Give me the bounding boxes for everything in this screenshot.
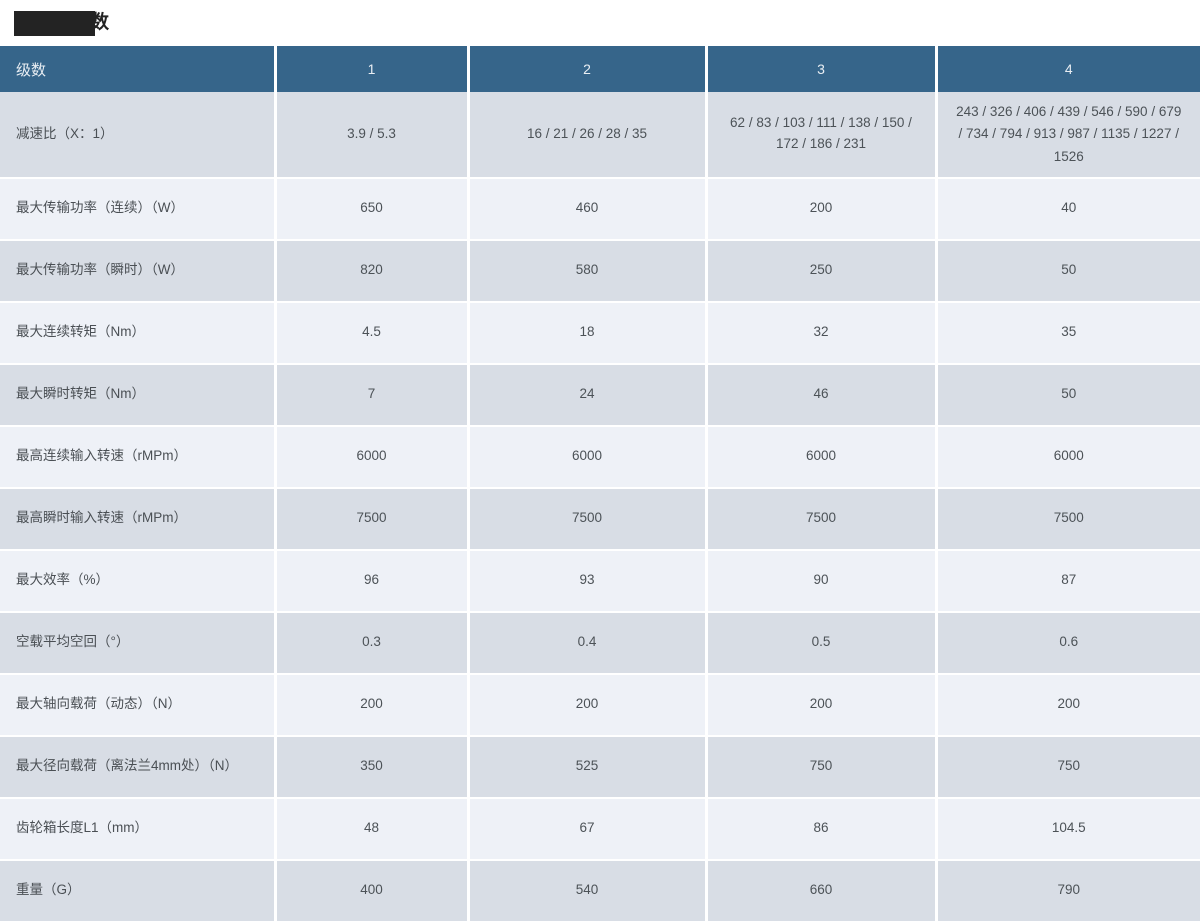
row-value-stage-4: 790	[936, 859, 1200, 923]
column-header-stage-2: 2	[468, 46, 708, 92]
title-redaction-bar	[14, 11, 95, 36]
table-row: 齿轮箱长度L1（mm） 48 67 86 104.5	[0, 797, 1200, 861]
table-row: 最大传输功率（连续）（W） 650 460 200 40	[0, 177, 1200, 241]
row-value-stage-3: 200	[706, 177, 938, 241]
table-row: 最大连续转矩（Nm） 4.5 18 32 35	[0, 301, 1200, 365]
row-label: 空载平均空回（°）	[0, 611, 277, 675]
row-value-stage-4: 104.5	[936, 797, 1200, 861]
row-value-stage-2: 6000	[468, 425, 708, 489]
row-value-stage-2: 540	[468, 859, 708, 923]
row-label: 最大传输功率（连续）（W）	[0, 177, 277, 241]
row-value-stage-3: 46	[706, 363, 938, 427]
row-value-stage-4: 40	[936, 177, 1200, 241]
row-value-stage-1: 650	[275, 177, 470, 241]
row-value-stage-3: 32	[706, 301, 938, 365]
specification-table: 级数 1 2 3 4 减速比（X：1） 3.9 / 5.3 16 / 21 / …	[0, 46, 1200, 923]
row-value-stage-1: 7500	[275, 487, 470, 551]
row-value-stage-2: 7500	[468, 487, 708, 551]
table-body: 减速比（X：1） 3.9 / 5.3 16 / 21 / 26 / 28 / 3…	[0, 92, 1200, 923]
row-value-stage-4: 50	[936, 239, 1200, 303]
row-value-stage-2: 67	[468, 797, 708, 861]
column-header-stage-1: 1	[275, 46, 470, 92]
row-value-stage-2: 525	[468, 735, 708, 799]
row-value-stage-4: 0.6	[936, 611, 1200, 675]
row-value-stage-3: 250	[706, 239, 938, 303]
row-value-stage-2: 24	[468, 363, 708, 427]
row-value-stage-4: 87	[936, 549, 1200, 613]
row-label: 最大轴向载荷（动态）（N）	[0, 673, 277, 737]
row-value-stage-2: 93	[468, 549, 708, 613]
column-header-stage-label: 级数	[0, 46, 277, 92]
page-title-area: 减速机参数	[0, 0, 1200, 46]
row-value-stage-3: 200	[706, 673, 938, 737]
row-label: 最高瞬时输入转速（rMPm）	[0, 487, 277, 551]
table-row: 最高瞬时输入转速（rMPm） 7500 7500 7500 7500	[0, 487, 1200, 551]
row-value-stage-1: 48	[275, 797, 470, 861]
row-label: 最大径向载荷（离法兰4mm处）（N）	[0, 735, 277, 799]
table-row: 最大传输功率（瞬时）（W） 820 580 250 50	[0, 239, 1200, 303]
column-header-stage-4: 4	[936, 46, 1200, 92]
row-label: 最高连续输入转速（rMPm）	[0, 425, 277, 489]
row-value-stage-3: 0.5	[706, 611, 938, 675]
table-row: 减速比（X：1） 3.9 / 5.3 16 / 21 / 26 / 28 / 3…	[0, 92, 1200, 179]
row-label: 减速比（X：1）	[0, 92, 277, 179]
table-row: 最大效率（%） 96 93 90 87	[0, 549, 1200, 613]
row-value-stage-3: 62 / 83 / 103 / 111 / 138 / 150 / 172 / …	[706, 92, 938, 179]
row-value-stage-2: 200	[468, 673, 708, 737]
row-value-stage-3: 660	[706, 859, 938, 923]
row-value-stage-1: 820	[275, 239, 470, 303]
row-value-stage-1: 350	[275, 735, 470, 799]
row-value-stage-3: 86	[706, 797, 938, 861]
row-value-stage-4: 6000	[936, 425, 1200, 489]
row-label: 重量（G）	[0, 859, 277, 923]
row-label: 最大瞬时转矩（Nm）	[0, 363, 277, 427]
row-value-stage-1: 200	[275, 673, 470, 737]
row-value-stage-1: 3.9 / 5.3	[275, 92, 470, 179]
table-row: 最高连续输入转速（rMPm） 6000 6000 6000 6000	[0, 425, 1200, 489]
row-value-stage-2: 18	[468, 301, 708, 365]
row-value-stage-3: 6000	[706, 425, 938, 489]
row-label: 最大效率（%）	[0, 549, 277, 613]
table-row: 最大径向载荷（离法兰4mm处）（N） 350 525 750 750	[0, 735, 1200, 799]
row-value-stage-3: 7500	[706, 487, 938, 551]
row-value-stage-3: 750	[706, 735, 938, 799]
row-value-stage-4: 200	[936, 673, 1200, 737]
column-header-stage-3: 3	[706, 46, 938, 92]
row-value-stage-2: 580	[468, 239, 708, 303]
row-value-stage-4: 243 / 326 / 406 / 439 / 546 / 590 / 679 …	[936, 92, 1200, 179]
row-value-stage-4: 35	[936, 301, 1200, 365]
table-row: 空载平均空回（°） 0.3 0.4 0.5 0.6	[0, 611, 1200, 675]
table-header: 级数 1 2 3 4	[0, 46, 1200, 92]
row-value-stage-2: 460	[468, 177, 708, 241]
row-value-stage-4: 750	[936, 735, 1200, 799]
table-row: 重量（G） 400 540 660 790	[0, 859, 1200, 923]
row-value-stage-1: 96	[275, 549, 470, 613]
table-row: 最大轴向载荷（动态）（N） 200 200 200 200	[0, 673, 1200, 737]
table-header-row: 级数 1 2 3 4	[0, 46, 1200, 92]
row-value-stage-2: 16 / 21 / 26 / 28 / 35	[468, 92, 708, 179]
row-value-stage-1: 4.5	[275, 301, 470, 365]
row-value-stage-2: 0.4	[468, 611, 708, 675]
row-value-stage-4: 50	[936, 363, 1200, 427]
row-value-stage-1: 6000	[275, 425, 470, 489]
row-label: 最大传输功率（瞬时）（W）	[0, 239, 277, 303]
row-value-stage-1: 0.3	[275, 611, 470, 675]
row-value-stage-1: 7	[275, 363, 470, 427]
table-row: 最大瞬时转矩（Nm） 7 24 46 50	[0, 363, 1200, 427]
row-value-stage-3: 90	[706, 549, 938, 613]
row-label: 最大连续转矩（Nm）	[0, 301, 277, 365]
row-value-stage-1: 400	[275, 859, 470, 923]
row-label: 齿轮箱长度L1（mm）	[0, 797, 277, 861]
row-value-stage-4: 7500	[936, 487, 1200, 551]
